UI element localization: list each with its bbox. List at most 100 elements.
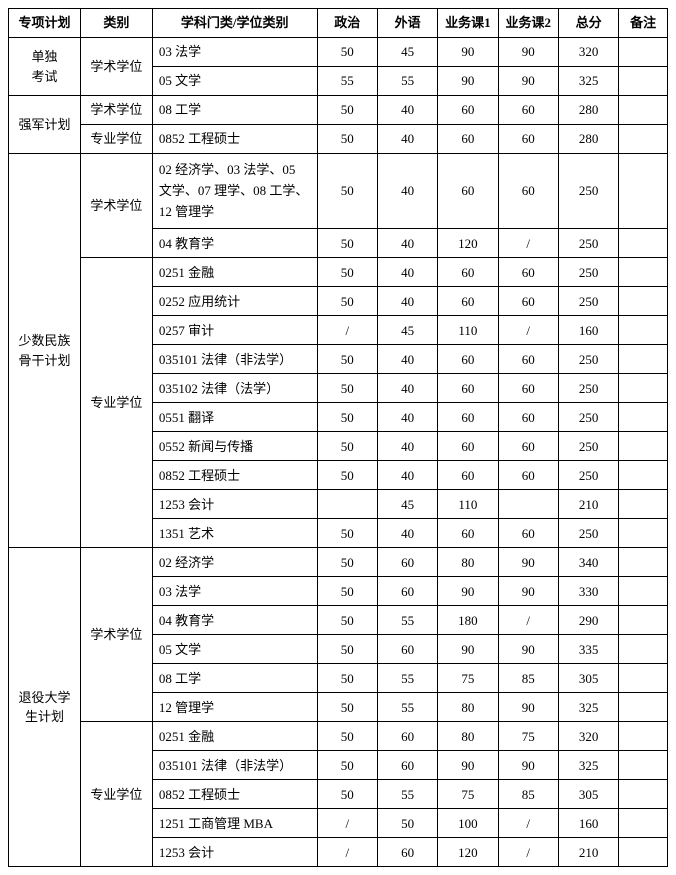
remark-cell bbox=[619, 838, 668, 867]
type-cell: 学术学位 bbox=[80, 96, 152, 125]
discipline-cell: 02 经济学、03 法学、05 文学、07 理学、08 工学、12 管理学 bbox=[152, 154, 317, 229]
value-cell: 60 bbox=[498, 345, 558, 374]
discipline-cell: 0852 工程硕士 bbox=[152, 125, 317, 154]
value-cell: 320 bbox=[558, 38, 618, 67]
value-cell: 50 bbox=[317, 374, 377, 403]
value-cell: 50 bbox=[317, 780, 377, 809]
value-cell: 90 bbox=[498, 67, 558, 96]
value-cell: 40 bbox=[377, 519, 437, 548]
discipline-cell: 0251 金融 bbox=[152, 722, 317, 751]
col-total: 总分 bbox=[558, 9, 618, 38]
col-plan: 专项计划 bbox=[9, 9, 81, 38]
value-cell: 50 bbox=[317, 548, 377, 577]
value-cell: 90 bbox=[498, 751, 558, 780]
discipline-cell: 1251 工商管理 MBA bbox=[152, 809, 317, 838]
value-cell: 75 bbox=[438, 780, 498, 809]
col-s2: 业务课2 bbox=[498, 9, 558, 38]
plan-cell: 单独考试 bbox=[9, 38, 81, 96]
value-cell: 60 bbox=[498, 96, 558, 125]
value-cell: 40 bbox=[377, 258, 437, 287]
value-cell: 325 bbox=[558, 67, 618, 96]
value-cell: 85 bbox=[498, 780, 558, 809]
value-cell: 90 bbox=[498, 693, 558, 722]
value-cell: 325 bbox=[558, 751, 618, 780]
value-cell: 50 bbox=[317, 287, 377, 316]
remark-cell bbox=[619, 67, 668, 96]
type-cell: 学术学位 bbox=[80, 548, 152, 722]
value-cell: 80 bbox=[438, 693, 498, 722]
value-cell: 50 bbox=[317, 461, 377, 490]
table-body: 单独考试学术学位03 法学5045909032005 文学55559090325… bbox=[9, 38, 668, 867]
value-cell: 280 bbox=[558, 125, 618, 154]
col-s1: 业务课1 bbox=[438, 9, 498, 38]
value-cell: 60 bbox=[498, 125, 558, 154]
value-cell: 40 bbox=[377, 287, 437, 316]
value-cell: 120 bbox=[438, 838, 498, 867]
value-cell: 55 bbox=[377, 780, 437, 809]
value-cell bbox=[317, 490, 377, 519]
remark-cell bbox=[619, 125, 668, 154]
value-cell: 60 bbox=[438, 154, 498, 229]
table-row: 单独考试学术学位03 法学50459090320 bbox=[9, 38, 668, 67]
value-cell: / bbox=[498, 229, 558, 258]
value-cell: / bbox=[317, 316, 377, 345]
table-row: 专业学位0251 金融50406060250 bbox=[9, 258, 668, 287]
discipline-cell: 03 法学 bbox=[152, 38, 317, 67]
discipline-cell: 0852 工程硕士 bbox=[152, 780, 317, 809]
value-cell: 45 bbox=[377, 38, 437, 67]
value-cell: 90 bbox=[438, 577, 498, 606]
remark-cell bbox=[619, 154, 668, 229]
value-cell: 50 bbox=[317, 154, 377, 229]
value-cell: 60 bbox=[438, 345, 498, 374]
remark-cell bbox=[619, 403, 668, 432]
value-cell: 250 bbox=[558, 287, 618, 316]
remark-cell bbox=[619, 374, 668, 403]
value-cell: 60 bbox=[498, 154, 558, 229]
remark-cell bbox=[619, 316, 668, 345]
table-row: 专业学位0251 金融50608075320 bbox=[9, 722, 668, 751]
remark-cell bbox=[619, 490, 668, 519]
value-cell: 60 bbox=[498, 432, 558, 461]
remark-cell bbox=[619, 519, 668, 548]
value-cell: 50 bbox=[317, 519, 377, 548]
plan-cell: 强军计划 bbox=[9, 96, 81, 154]
discipline-cell: 035101 法律（非法学） bbox=[152, 751, 317, 780]
value-cell: 60 bbox=[377, 722, 437, 751]
value-cell: 110 bbox=[438, 316, 498, 345]
value-cell: 90 bbox=[438, 38, 498, 67]
col-type: 类别 bbox=[80, 9, 152, 38]
table-row: 少数民族骨干计划学术学位02 经济学、03 法学、05 文学、07 理学、08 … bbox=[9, 154, 668, 229]
discipline-cell: 08 工学 bbox=[152, 664, 317, 693]
col-disc: 学科门类/学位类别 bbox=[152, 9, 317, 38]
value-cell: 50 bbox=[317, 403, 377, 432]
discipline-cell: 1351 艺术 bbox=[152, 519, 317, 548]
value-cell: 250 bbox=[558, 432, 618, 461]
value-cell: 50 bbox=[317, 664, 377, 693]
value-cell: 45 bbox=[377, 316, 437, 345]
discipline-cell: 12 管理学 bbox=[152, 693, 317, 722]
value-cell: / bbox=[317, 838, 377, 867]
value-cell: 40 bbox=[377, 461, 437, 490]
discipline-cell: 0252 应用统计 bbox=[152, 287, 317, 316]
discipline-cell: 0251 金融 bbox=[152, 258, 317, 287]
discipline-cell: 08 工学 bbox=[152, 96, 317, 125]
value-cell: 60 bbox=[438, 125, 498, 154]
header-row: 专项计划 类别 学科门类/学位类别 政治 外语 业务课1 业务课2 总分 备注 bbox=[9, 9, 668, 38]
remark-cell bbox=[619, 606, 668, 635]
value-cell: 60 bbox=[377, 635, 437, 664]
type-cell: 学术学位 bbox=[80, 38, 152, 96]
discipline-cell: 1253 会计 bbox=[152, 838, 317, 867]
value-cell: 250 bbox=[558, 374, 618, 403]
value-cell: 280 bbox=[558, 96, 618, 125]
discipline-cell: 0552 新闻与传播 bbox=[152, 432, 317, 461]
remark-cell bbox=[619, 461, 668, 490]
value-cell: 250 bbox=[558, 258, 618, 287]
value-cell: 100 bbox=[438, 809, 498, 838]
value-cell: 110 bbox=[438, 490, 498, 519]
value-cell: 60 bbox=[498, 258, 558, 287]
remark-cell bbox=[619, 809, 668, 838]
value-cell: 40 bbox=[377, 96, 437, 125]
table-row: 专业学位0852 工程硕士50406060280 bbox=[9, 125, 668, 154]
value-cell: 50 bbox=[317, 577, 377, 606]
table-row: 退役大学生计划学术学位02 经济学50608090340 bbox=[9, 548, 668, 577]
